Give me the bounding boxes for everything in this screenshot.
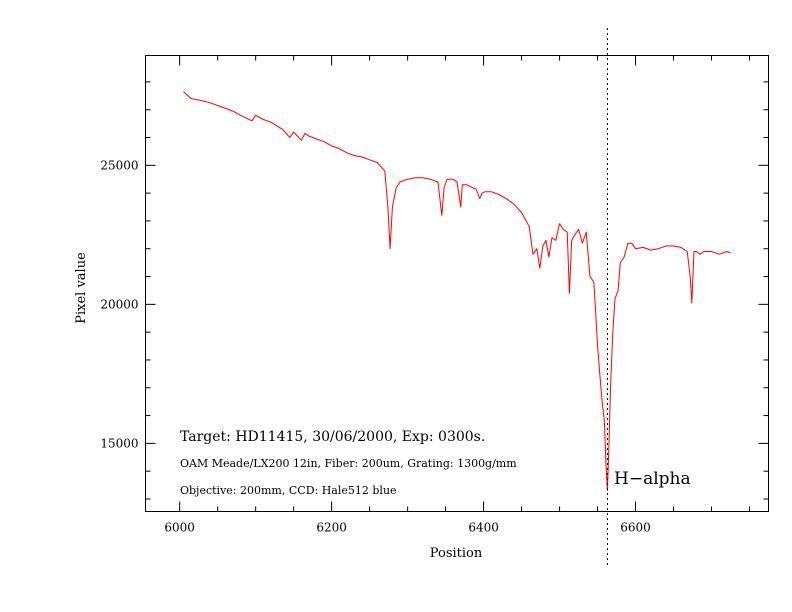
y-axis-title: Pixel value — [74, 252, 89, 324]
y-tick-label: 25000 — [100, 158, 138, 172]
marker-layer: H−alpha — [606, 28, 691, 567]
tick-labels: 6000 6200 6400 6600 15000 20000 25000 — [100, 158, 651, 534]
annotation-line-1: Target: HD11415, 30/06/2000, Exp: 0300s. — [180, 429, 485, 445]
plot-frame — [145, 55, 769, 512]
annotation-line-3: Objective: 200mm, CCD: Hale512 blue — [180, 484, 397, 497]
x-tick-label: 6000 — [164, 521, 195, 535]
y-tick-label: 20000 — [100, 297, 138, 311]
tick-marks — [145, 55, 769, 512]
series-layer — [183, 91, 731, 492]
x-tick-label: 6200 — [316, 521, 347, 535]
annotation-line-2: OAM Meade/LX200 12in, Fiber: 200um, Grat… — [180, 457, 517, 470]
spectrum-line — [183, 91, 731, 492]
h-alpha-label: H−alpha — [614, 469, 691, 489]
annotation-layer: Target: HD11415, 30/06/2000, Exp: 0300s.… — [180, 429, 517, 497]
x-axis-title: Position — [430, 546, 483, 561]
x-tick-label: 6600 — [620, 521, 651, 535]
x-tick-label: 6400 — [468, 521, 499, 535]
y-tick-label: 15000 — [100, 436, 138, 450]
